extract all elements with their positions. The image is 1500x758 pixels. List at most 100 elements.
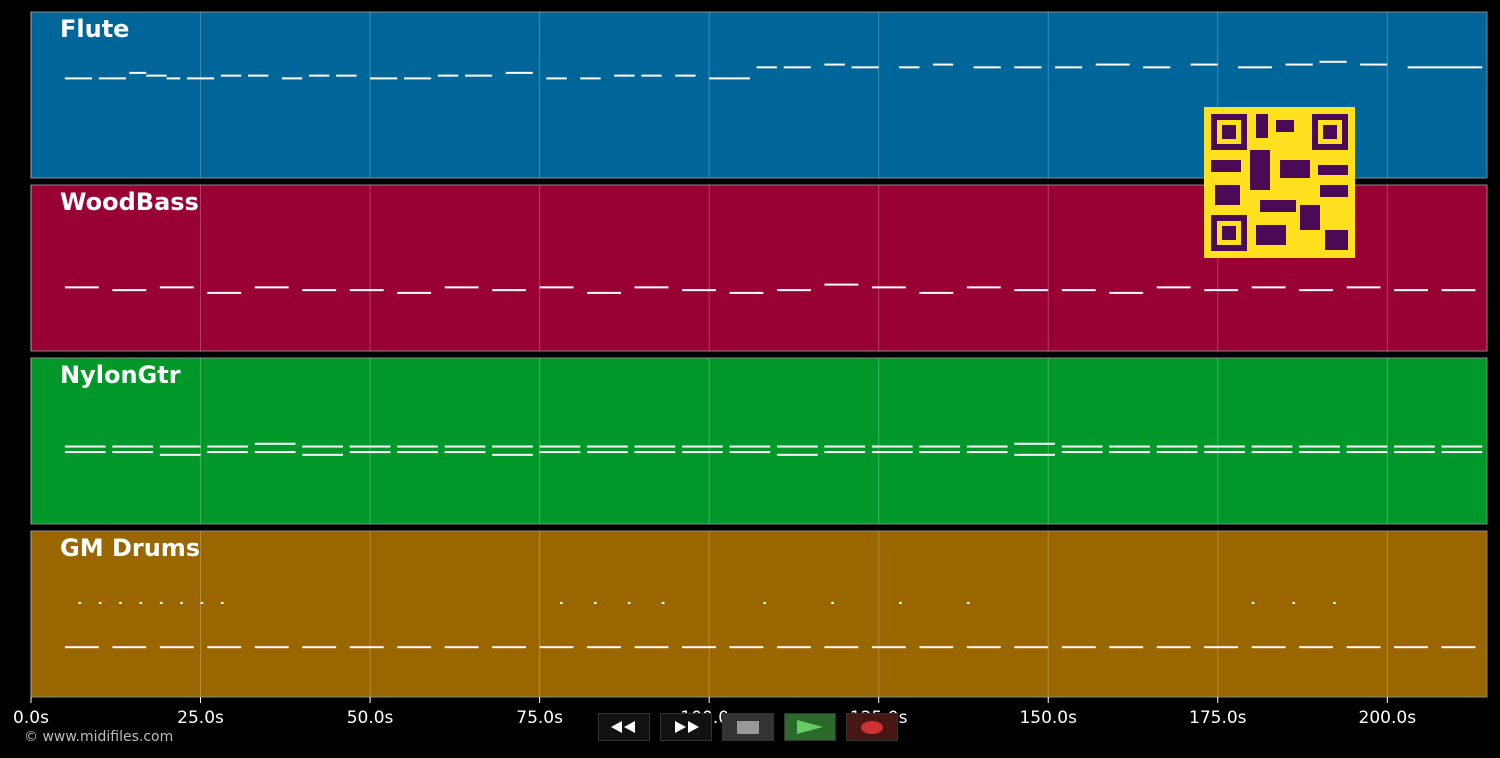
note [539,286,574,289]
note [729,646,764,649]
note [64,286,99,289]
track-name: GM Drums [60,534,200,562]
note [1299,445,1340,448]
note [1441,451,1483,454]
note [634,445,676,448]
stop-button[interactable] [722,713,774,741]
note [1251,601,1255,604]
rewind-button[interactable] [598,713,650,741]
note [776,445,818,448]
note [186,77,215,80]
note [1156,445,1198,448]
note [919,451,961,454]
x-tick-label: 200.0s [1359,708,1417,728]
note [824,445,866,448]
note [492,646,527,649]
qr-code [1204,107,1355,258]
note [1204,451,1245,454]
note [492,453,533,456]
note [1441,646,1476,649]
x-tick-label: 175.0s [1189,708,1247,728]
note [1204,445,1245,448]
note [776,453,818,456]
note [871,451,913,454]
note [1204,646,1239,649]
note [64,451,106,454]
note [831,601,834,604]
note [112,646,147,649]
note [546,77,567,80]
note [763,601,767,604]
note [1014,453,1056,456]
note [1299,289,1334,292]
forward-button[interactable] [660,713,712,741]
note [682,289,716,292]
note [254,646,289,649]
note [397,445,438,448]
note [207,445,249,448]
note [64,445,106,448]
note [336,74,357,77]
note [1346,646,1381,649]
track-panel [30,357,1488,525]
note [248,74,269,77]
note [824,451,866,454]
note [1238,66,1273,69]
note [220,601,224,604]
note [98,601,102,604]
note [281,77,303,80]
note [729,451,771,454]
note [824,63,845,66]
note [627,601,631,604]
note [302,445,343,448]
note [899,66,920,69]
note [146,74,167,77]
note [824,283,859,286]
note [159,646,194,649]
note [309,74,330,77]
note [254,451,296,454]
note [614,74,635,77]
note [973,66,1001,69]
note [1292,601,1296,604]
note [1319,60,1347,63]
note [580,77,601,80]
note [220,74,242,77]
note [1394,646,1429,649]
note [966,445,1008,448]
x-tick-label: 50.0s [347,708,394,728]
play-button[interactable] [784,713,836,741]
note [1156,451,1198,454]
note [349,646,384,649]
note [78,601,82,604]
note [98,77,126,80]
note [1285,63,1313,66]
note [112,289,147,292]
note [207,646,242,649]
record-button[interactable] [846,713,898,741]
note [682,451,723,454]
note [112,445,154,448]
note [159,601,163,604]
note [1014,66,1042,69]
note [1441,445,1483,448]
note [919,291,954,294]
note [966,601,970,604]
note [966,286,1001,289]
note [437,74,459,77]
note [349,445,391,448]
note [1156,646,1191,649]
note [1251,445,1293,448]
note [871,286,906,289]
note [370,77,398,80]
note [1441,289,1476,292]
note [403,77,432,80]
track-panel [30,530,1488,698]
note [682,445,723,448]
note [129,71,147,74]
note [776,289,811,292]
note [824,646,859,649]
note [1061,445,1103,448]
note [1394,445,1435,448]
